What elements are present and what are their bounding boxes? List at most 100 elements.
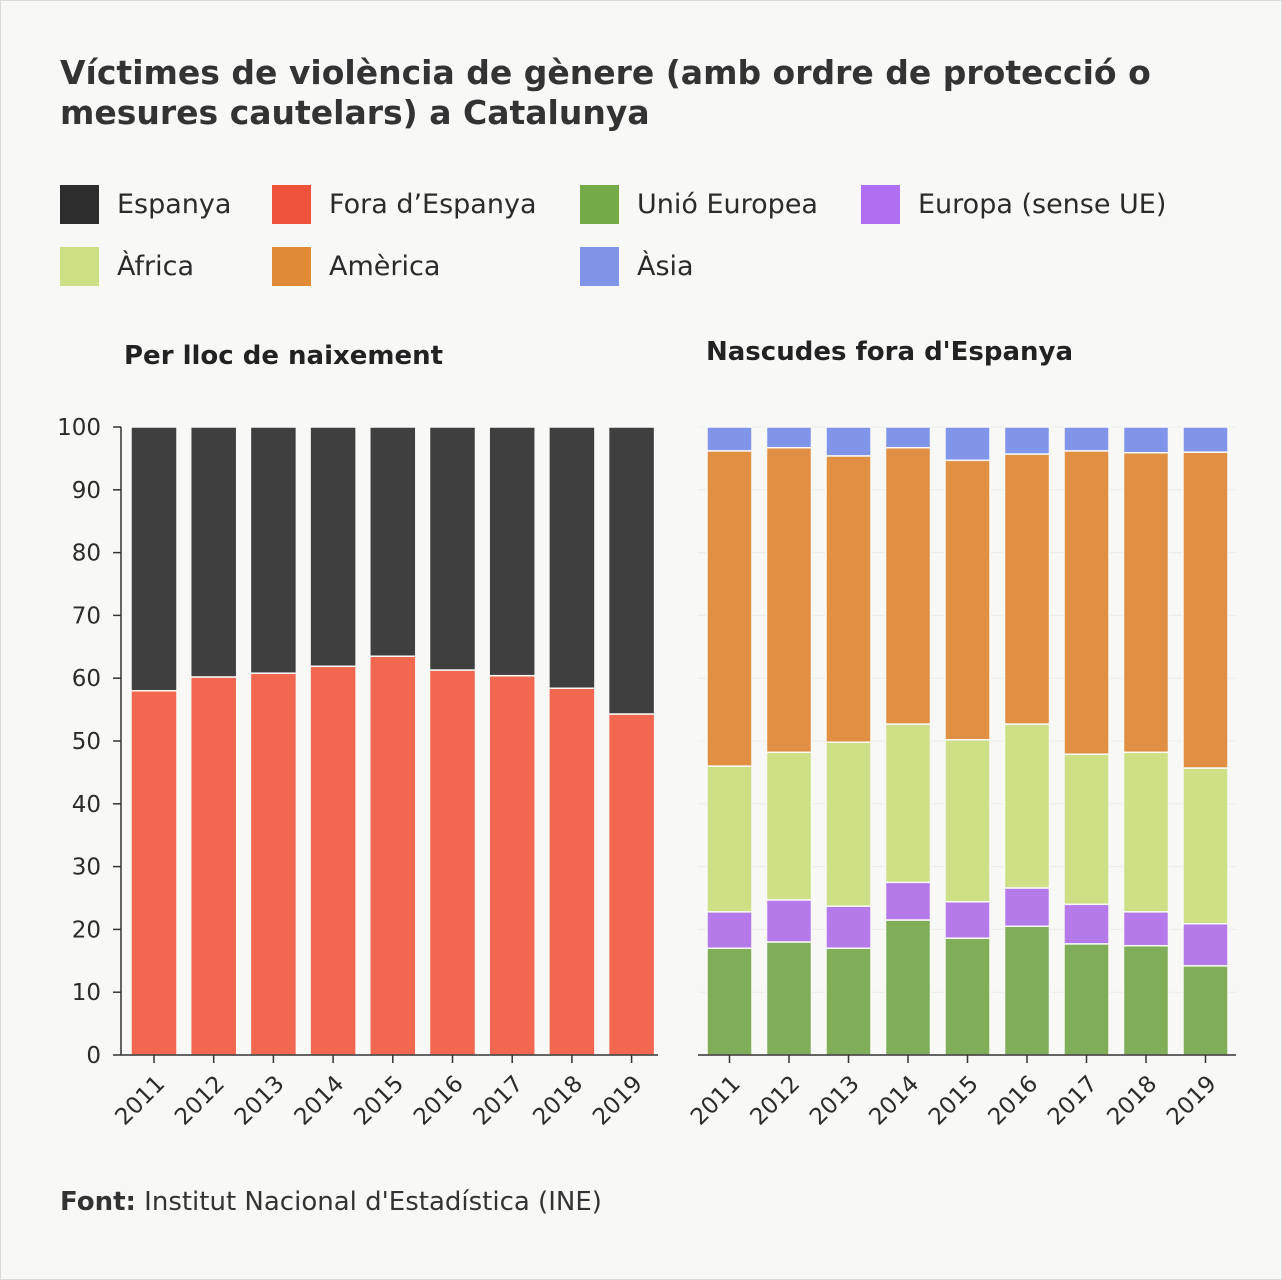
y-tick-label: 10: [72, 980, 101, 1006]
bar-segment: [1063, 426, 1110, 452]
legend-item: Àsia: [580, 247, 694, 286]
x-tick-label: 2011: [686, 1071, 746, 1131]
bar-segment: [706, 947, 753, 1056]
bar-segment: [706, 911, 753, 949]
bar-segment: [825, 905, 872, 949]
y-tick-label: 100: [57, 415, 101, 441]
y-tick-label: 70: [72, 603, 101, 629]
bar-segment: [884, 881, 932, 921]
legend-swatch: [272, 247, 311, 286]
bar-segment: [488, 674, 536, 1056]
bar-segment: [1063, 903, 1110, 945]
bar-segment: [488, 426, 536, 677]
bar-segment: [944, 738, 991, 903]
x-tick-label: 2016: [983, 1071, 1043, 1131]
bar-segment: [1122, 426, 1170, 454]
right-chart-title: Nascudes fora d'Espanya: [706, 337, 1074, 367]
bar-segment: [309, 665, 357, 1056]
bar-segment: [765, 751, 813, 901]
bar-segment: [1063, 943, 1110, 1056]
legend-label: Espanya: [117, 189, 232, 220]
y-tick-label: 30: [72, 855, 101, 881]
bar-segment: [825, 741, 872, 907]
bar-segment: [706, 450, 753, 767]
y-tick-label: 50: [72, 729, 101, 755]
chart-title: Víctimes de violència de gènere (amb ord…: [60, 53, 1151, 132]
x-tick-label: 2017: [1043, 1071, 1103, 1131]
bar-segment: [428, 426, 477, 671]
legend-swatch: [580, 185, 619, 224]
bar-segment: [1182, 767, 1229, 925]
y-tick-label: 80: [72, 541, 101, 567]
legend-item: Àfrica: [60, 247, 194, 286]
bar-segment: [189, 426, 238, 678]
bar-segment: [765, 426, 813, 449]
bar-segment: [249, 672, 298, 1056]
y-tick-label: 60: [72, 666, 101, 692]
bar-segment: [884, 723, 932, 884]
bar-segment: [548, 687, 596, 1056]
bar-segment: [884, 426, 932, 449]
bar-segment: [825, 455, 872, 744]
bar-segment: [765, 899, 813, 943]
bar-segment: [309, 426, 357, 668]
bar-segment: [884, 919, 932, 1056]
bar-segment: [1182, 965, 1229, 1056]
x-tick-label: 2015: [349, 1071, 409, 1131]
legend-label: Unió Europea: [637, 189, 818, 220]
bar-segment: [944, 426, 991, 462]
bar-segment: [130, 690, 178, 1056]
legend-swatch: [272, 185, 311, 224]
bar-segment: [1063, 753, 1110, 906]
x-tick-label: 2013: [805, 1071, 865, 1131]
bar-segment: [1122, 944, 1170, 1056]
x-tick-label: 2015: [924, 1071, 984, 1131]
x-tick-label: 2018: [1102, 1071, 1162, 1131]
x-tick-label: 2019: [1162, 1071, 1222, 1131]
bar-segment: [607, 713, 656, 1056]
legend-item: Amèrica: [272, 247, 440, 286]
bar-segment: [1182, 451, 1229, 769]
x-tick-label: 2014: [290, 1071, 350, 1131]
x-tick-label: 2012: [170, 1071, 230, 1131]
legend-item: Unió Europea: [580, 185, 818, 224]
bar-segment: [369, 655, 417, 1056]
bar-segment: [1003, 426, 1051, 455]
bar-segment: [765, 446, 813, 754]
source-text: Institut Nacional d'Estadística (INE): [144, 1187, 602, 1217]
x-tick-label: 2013: [230, 1071, 290, 1131]
legend-label: Àfrica: [117, 251, 195, 282]
source-label: Font:: [60, 1187, 136, 1217]
legend-label: Àsia: [637, 251, 694, 282]
legend-swatch: [60, 247, 99, 286]
bar-segment: [1003, 925, 1051, 1056]
y-tick-label: 40: [72, 792, 101, 818]
bar-segment: [1122, 451, 1170, 754]
bar-segment: [944, 459, 991, 741]
legend-label: Europa (sense UE): [918, 189, 1167, 220]
bar-segment: [548, 426, 596, 689]
y-tick-label: 0: [86, 1043, 101, 1069]
bar-segment: [369, 426, 417, 657]
bar-segment: [189, 676, 238, 1056]
legend-swatch: [60, 185, 99, 224]
x-tick-label: 2016: [409, 1071, 469, 1131]
bar-segment: [1003, 453, 1051, 725]
bar-segment: [130, 426, 178, 692]
x-tick-label: 2018: [528, 1071, 588, 1131]
x-tick-label: 2019: [588, 1071, 648, 1131]
x-tick-label: 2017: [469, 1071, 529, 1131]
bar-segment: [825, 947, 872, 1056]
bar-segment: [1182, 426, 1229, 453]
legend-label: Amèrica: [329, 251, 441, 282]
legend-item: Fora d’Espanya: [272, 185, 536, 224]
y-tick-label: 20: [72, 917, 101, 943]
bar-segment: [765, 941, 813, 1056]
source-note: Font: Institut Nacional d'Estadística (I…: [60, 1187, 602, 1217]
legend-label: Fora d’Espanya: [329, 189, 537, 220]
bar-segment: [1122, 911, 1170, 947]
bar-segment: [944, 937, 991, 1056]
bar-segment: [825, 426, 872, 457]
